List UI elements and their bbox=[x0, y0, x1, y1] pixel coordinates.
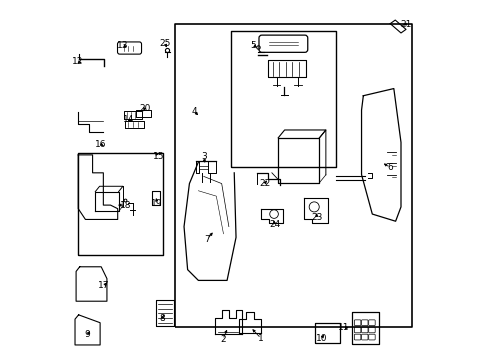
Text: 12: 12 bbox=[72, 57, 84, 66]
Text: 24: 24 bbox=[269, 220, 280, 229]
Text: 6: 6 bbox=[388, 163, 393, 172]
Text: 5: 5 bbox=[251, 41, 256, 50]
Text: 11: 11 bbox=[338, 323, 350, 332]
Text: 21: 21 bbox=[401, 19, 412, 28]
Text: 10: 10 bbox=[316, 334, 327, 343]
Text: 4: 4 bbox=[192, 107, 197, 116]
Text: 19: 19 bbox=[151, 199, 163, 208]
Text: 17: 17 bbox=[98, 281, 110, 290]
Text: 1: 1 bbox=[258, 334, 264, 343]
Text: 25: 25 bbox=[160, 39, 171, 48]
Text: 13: 13 bbox=[117, 41, 129, 50]
Text: 8: 8 bbox=[159, 314, 165, 323]
Text: 9: 9 bbox=[84, 330, 90, 339]
Text: 7: 7 bbox=[204, 235, 210, 244]
Text: 16: 16 bbox=[95, 140, 107, 149]
Text: 15: 15 bbox=[152, 152, 164, 161]
Text: 3: 3 bbox=[201, 152, 207, 161]
Text: 2: 2 bbox=[220, 335, 225, 344]
Text: 22: 22 bbox=[259, 179, 270, 188]
Text: 18: 18 bbox=[120, 201, 132, 210]
Text: 23: 23 bbox=[311, 213, 322, 222]
Text: 20: 20 bbox=[139, 104, 150, 113]
Text: 14: 14 bbox=[123, 114, 134, 123]
